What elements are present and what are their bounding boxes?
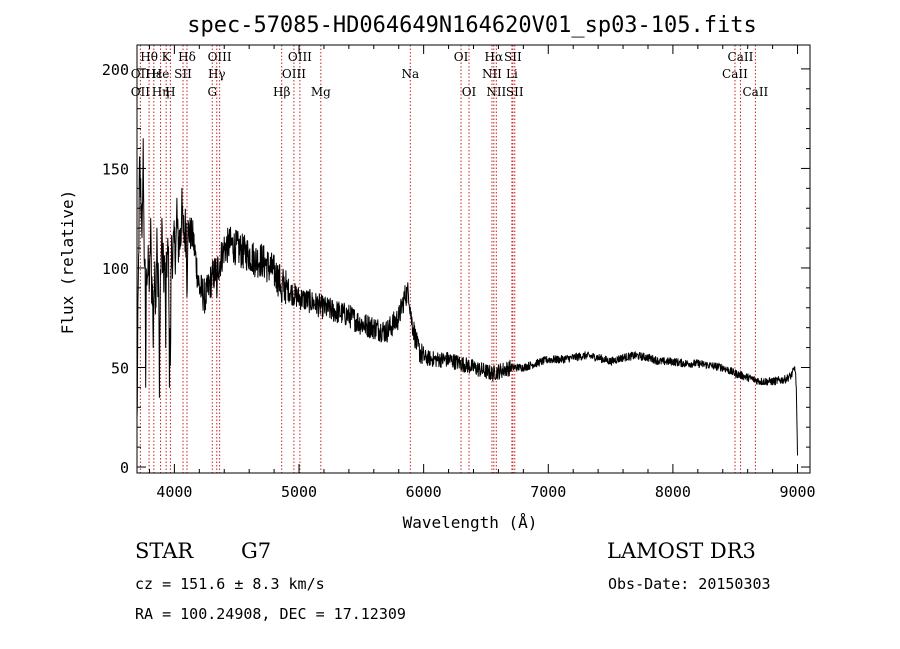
object-class: STAR	[135, 539, 194, 563]
x-tick-label: 7000	[530, 483, 566, 501]
y-tick-label: 200	[102, 61, 129, 79]
redshift-cz: cz = 151.6 ± 8.3 km/s	[135, 575, 325, 593]
y-axis-label: Flux (relative)	[58, 190, 77, 335]
line-label: Mg	[311, 85, 331, 99]
x-tick-label: 6000	[406, 483, 442, 501]
y-tick-label: 150	[102, 160, 129, 178]
line-label: OIII	[282, 67, 306, 81]
x-tick-label: 5000	[281, 483, 317, 501]
line-label: He	[152, 67, 170, 81]
line-label: G	[207, 85, 217, 99]
line-label: OIII	[208, 50, 232, 64]
coordinates: RA = 100.24908, DEC = 17.12309	[135, 605, 406, 623]
chart-title: spec-57085-HD064649N164620V01_sp03-105.f…	[187, 13, 757, 38]
plot-frame	[136, 44, 811, 474]
line-label: SII	[506, 85, 524, 99]
y-tick-label: 50	[111, 359, 129, 377]
x-tick-label: 4000	[156, 483, 192, 501]
line-label: OII	[131, 67, 151, 81]
line-markers	[139, 45, 756, 473]
line-label: CaII	[722, 67, 748, 81]
line-label: K	[162, 50, 172, 64]
y-tick-label: 100	[102, 260, 129, 278]
spectrum-series	[136, 138, 798, 456]
line-label: OIII	[288, 50, 312, 64]
axis-ticks: 4000 5000 6000 7000 8000 9000 0 50 100 150 200	[102, 45, 816, 501]
line-label: OI	[454, 50, 469, 64]
line-label: Hδ	[178, 50, 196, 64]
spectrum-line	[136, 138, 798, 456]
line-label: Hα	[485, 50, 504, 64]
x-tick-label: 9000	[779, 483, 815, 501]
obs-date: Obs-Date: 20150303	[608, 575, 771, 593]
line-label: Na	[401, 67, 419, 81]
object-subclass: G7	[241, 539, 271, 563]
line-label: Hγ	[208, 67, 226, 81]
survey-name: LAMOST DR3	[607, 539, 756, 563]
line-label: NII	[486, 85, 506, 99]
y-tick-label: 0	[120, 459, 129, 477]
line-label: OII	[131, 85, 151, 99]
x-tick-label: 8000	[655, 483, 691, 501]
line-label: SII	[504, 50, 522, 64]
line-label: OI	[462, 85, 477, 99]
line-label: Li	[506, 67, 518, 81]
line-label: Hβ	[273, 85, 290, 99]
line-label: Hε	[145, 67, 162, 81]
line-label: CaII	[728, 50, 754, 64]
line-label: NII	[482, 67, 502, 81]
line-label: H	[165, 85, 175, 99]
line-label: SII	[174, 67, 192, 81]
x-axis-label: Wavelength (Å)	[403, 513, 538, 532]
line-label: CaII	[742, 85, 768, 99]
line-label: Hθ	[140, 50, 158, 64]
line-label: Hη	[152, 85, 170, 99]
